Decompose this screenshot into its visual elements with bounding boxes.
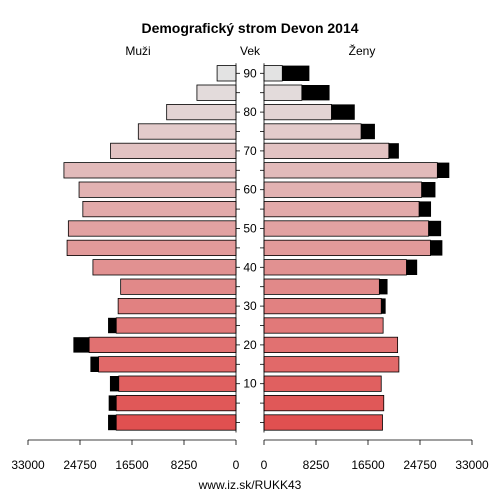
male-excess-5-9 bbox=[108, 395, 117, 411]
female-excess-75-79 bbox=[361, 123, 375, 140]
female-bar-0-4 bbox=[263, 414, 383, 431]
female-excess-85-89 bbox=[301, 85, 330, 101]
female-excess-35-39 bbox=[379, 279, 388, 295]
female-x-tick-label: 8250 bbox=[303, 458, 330, 472]
male-bar-5-9 bbox=[115, 394, 237, 412]
female-bar-25-29 bbox=[263, 317, 384, 334]
male-x-tick-label: 8250 bbox=[171, 458, 198, 472]
male-bar-30-34 bbox=[117, 297, 237, 315]
age-axis-label: Vek bbox=[240, 44, 261, 58]
male-bar-65-69 bbox=[63, 162, 237, 179]
male-bar-0-4 bbox=[115, 414, 237, 431]
male-x-tick-label: 33000 bbox=[11, 458, 45, 472]
female-x-tick-label: 24750 bbox=[403, 458, 437, 472]
male-bars bbox=[63, 65, 237, 431]
male-bar-90+ bbox=[216, 65, 237, 82]
female-bar-70-74 bbox=[263, 142, 390, 159]
female-bar-15-19 bbox=[263, 356, 400, 373]
male-excess-15-19 bbox=[90, 356, 99, 372]
female-bar-90+ bbox=[263, 65, 283, 82]
age-tick-label: 30 bbox=[243, 299, 257, 313]
female-excess-90+ bbox=[282, 65, 310, 81]
male-label: Muži bbox=[125, 44, 150, 58]
female-excess-55-59 bbox=[419, 201, 432, 217]
male-excess-10-14 bbox=[109, 376, 119, 392]
female-bar-35-39 bbox=[263, 278, 380, 295]
age-tick-label: 40 bbox=[243, 260, 257, 274]
age-tick-label: 20 bbox=[243, 338, 257, 352]
age-tick-label: 10 bbox=[243, 377, 257, 391]
male-excess-25-29 bbox=[108, 317, 117, 334]
male-bar-75-79 bbox=[137, 123, 237, 140]
female-bar-30-34 bbox=[263, 297, 382, 315]
male-excess-20-24 bbox=[73, 337, 90, 353]
male-bar-70-74 bbox=[110, 142, 237, 159]
chart-title: Demografický strom Devon 2014 bbox=[141, 20, 358, 36]
female-excess-50-54 bbox=[428, 220, 442, 237]
female-excess-65-69 bbox=[437, 162, 450, 178]
female-bar-10-14 bbox=[263, 375, 382, 392]
female-bar-50-54 bbox=[263, 220, 429, 237]
male-bar-55-59 bbox=[82, 200, 237, 218]
female-excess-40-44 bbox=[406, 259, 418, 275]
female-bars bbox=[263, 65, 450, 431]
female-bar-65-69 bbox=[263, 162, 438, 179]
female-bar-55-59 bbox=[263, 200, 420, 218]
female-x-tick-label: 16500 bbox=[351, 458, 385, 472]
female-bar-75-79 bbox=[263, 123, 362, 140]
age-tick-label: 60 bbox=[243, 183, 257, 197]
age-axis: 10 20 30 40 50 60 70 80 90 bbox=[235, 63, 265, 433]
age-tick-label: 80 bbox=[243, 105, 257, 119]
female-label: Ženy bbox=[349, 43, 376, 58]
footer-url: www.iz.sk/RUKK43 bbox=[198, 478, 302, 492]
male-bar-60-64 bbox=[78, 181, 237, 198]
female-excess-45-49 bbox=[430, 240, 443, 256]
male-bar-10-14 bbox=[118, 375, 237, 392]
male-excess-0-4 bbox=[108, 414, 117, 431]
female-bar-45-49 bbox=[263, 239, 431, 256]
female-x-tick-label: 0 bbox=[261, 458, 268, 472]
male-bar-40-44 bbox=[92, 259, 237, 276]
male-x-tick-label: 24750 bbox=[63, 458, 97, 472]
female-excess-80-84 bbox=[331, 104, 355, 120]
male-bar-20-24 bbox=[88, 336, 237, 354]
male-bar-35-39 bbox=[120, 278, 237, 295]
male-x-tick-label: 0 bbox=[233, 458, 240, 472]
female-bar-80-84 bbox=[263, 104, 332, 121]
male-bar-25-29 bbox=[115, 317, 237, 334]
male-bar-45-49 bbox=[66, 239, 237, 256]
male-x-tick-label: 16500 bbox=[115, 458, 149, 472]
male-bar-80-84 bbox=[166, 104, 237, 121]
female-bar-85-89 bbox=[263, 84, 303, 101]
female-excess-60-64 bbox=[421, 182, 436, 198]
female-bar-20-24 bbox=[263, 336, 399, 354]
female-x-tick-label: 33000 bbox=[455, 458, 489, 472]
age-tick-label: 90 bbox=[243, 66, 257, 80]
age-tick-label: 70 bbox=[243, 144, 257, 158]
female-excess-30-34 bbox=[381, 298, 386, 314]
male-bar-50-54 bbox=[67, 220, 237, 237]
female-bar-60-64 bbox=[263, 181, 422, 198]
male-bar-85-89 bbox=[196, 84, 237, 101]
population-axes: 33000 24750 16500 8250 0 0 8250 16500 24750 33000 bbox=[11, 439, 489, 472]
female-excess-70-74 bbox=[388, 143, 399, 159]
female-bar-5-9 bbox=[263, 394, 385, 412]
female-bar-40-44 bbox=[263, 259, 407, 276]
male-bar-15-19 bbox=[98, 356, 237, 373]
age-tick-label: 50 bbox=[243, 222, 257, 236]
